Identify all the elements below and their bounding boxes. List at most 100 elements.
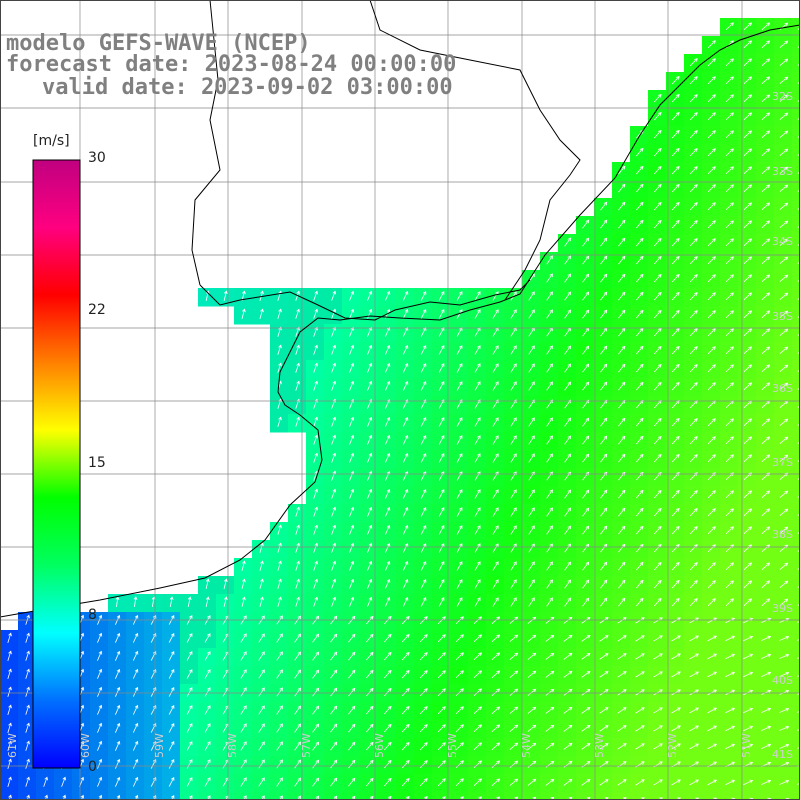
wind-arrow — [402, 327, 408, 337]
wind-arrowhead — [442, 616, 446, 620]
wind-arrowhead — [205, 578, 210, 583]
wind-arrowhead — [785, 689, 790, 694]
wind-arrow — [582, 291, 589, 301]
wind-arrow — [258, 669, 265, 679]
wind-arrowhead — [603, 201, 608, 206]
wind-arrowhead — [677, 725, 681, 729]
wind-arrowhead — [279, 759, 283, 764]
wind-arrowhead — [296, 380, 300, 385]
wind-arrow — [761, 618, 771, 623]
wind-arrow — [779, 780, 789, 785]
wind-arrow — [617, 635, 627, 642]
wind-arrowhead — [80, 650, 85, 655]
wind-arrowhead — [514, 670, 519, 675]
ocean-cell — [792, 54, 800, 73]
wind-arrow — [259, 579, 264, 589]
wind-arrowhead — [766, 220, 771, 225]
wind-arrowhead — [351, 759, 356, 764]
wind-arrow — [312, 633, 319, 643]
wind-arrowhead — [694, 238, 698, 242]
wind-arrowhead — [368, 290, 373, 295]
wind-arrowhead — [368, 596, 373, 601]
wind-arrow — [366, 634, 374, 643]
wind-arrow — [725, 184, 734, 193]
wind-arrowhead — [730, 184, 734, 188]
wind-arrowhead — [784, 472, 789, 477]
wind-arrowhead — [712, 238, 716, 242]
ocean-cell — [792, 198, 800, 217]
wind-arrow — [707, 40, 716, 49]
wind-arrow — [654, 112, 662, 121]
wind-arrowhead — [243, 741, 247, 745]
wind-arrowhead — [766, 580, 771, 585]
wind-arrowhead — [658, 255, 662, 260]
wind-arrow — [671, 400, 680, 409]
wind-arrowhead — [677, 779, 681, 783]
ocean-cell — [792, 522, 800, 541]
wind-arrow — [707, 454, 716, 463]
wind-arrow — [761, 220, 770, 228]
wind-arrow — [259, 597, 264, 607]
wind-arrowhead — [478, 778, 482, 782]
wind-arrowhead — [243, 759, 247, 763]
wind-arrow — [707, 779, 717, 786]
wind-arrow — [567, 797, 573, 800]
wind-arrowhead — [8, 704, 12, 709]
wind-arrow — [654, 562, 662, 571]
wind-arrow — [313, 327, 318, 337]
wind-arrow — [761, 238, 770, 246]
wind-arrow — [331, 543, 336, 553]
wind-arrow — [367, 453, 372, 463]
wind-arrowhead — [404, 578, 409, 583]
wind-arrow — [151, 597, 155, 608]
wind-arrow — [367, 381, 372, 391]
wind-arrow — [97, 741, 102, 751]
wind-arrowhead — [730, 40, 734, 44]
wind-arrow — [295, 579, 300, 589]
wind-arrowhead — [26, 794, 30, 799]
ocean-cell — [162, 792, 181, 800]
wind-arrow — [564, 417, 571, 427]
wind-arrow — [582, 525, 589, 535]
wind-arrowhead — [658, 201, 662, 206]
wind-arrow — [420, 309, 427, 319]
wind-arrow — [564, 309, 571, 319]
wind-arrow — [618, 454, 626, 463]
wind-arrow — [25, 633, 30, 643]
wind-arrowhead — [603, 597, 608, 602]
wind-arrow — [725, 292, 734, 301]
wind-arrow — [546, 507, 553, 517]
wind-arrowhead — [207, 615, 211, 619]
wind-arrowhead — [568, 634, 573, 639]
wind-arrowhead — [694, 94, 698, 98]
wind-arrow — [367, 507, 372, 517]
wind-arrow — [761, 382, 770, 390]
wind-arrowhead — [368, 452, 373, 457]
wind-arrow — [600, 418, 608, 427]
wind-arrow — [779, 40, 788, 48]
wind-arrow — [223, 597, 227, 607]
wind-arrowhead — [333, 741, 338, 746]
wind-arrowhead — [766, 22, 771, 27]
wind-arrowhead — [243, 795, 247, 799]
wind-arrow — [779, 166, 788, 174]
wind-arrow — [222, 759, 229, 769]
wind-arrow — [546, 561, 553, 571]
wind-arrow — [564, 561, 571, 571]
wind-arrow — [367, 435, 372, 445]
wind-arrow — [509, 778, 518, 786]
wind-arrow — [725, 400, 734, 409]
wind-arrowhead — [441, 597, 445, 601]
wind-arrow — [707, 166, 716, 175]
wind-arrowhead — [187, 596, 192, 601]
lat-label: 36S — [772, 382, 793, 395]
wind-arrowhead — [477, 435, 481, 439]
wind-arrowhead — [368, 416, 373, 421]
wind-arrowhead — [748, 580, 753, 584]
wind-arrowhead — [766, 418, 771, 423]
wind-arrow — [600, 202, 608, 211]
wind-arrowhead — [785, 707, 790, 712]
wind-arrowhead — [296, 308, 300, 313]
wind-arrow — [582, 345, 589, 355]
wind-arrow — [437, 724, 446, 733]
